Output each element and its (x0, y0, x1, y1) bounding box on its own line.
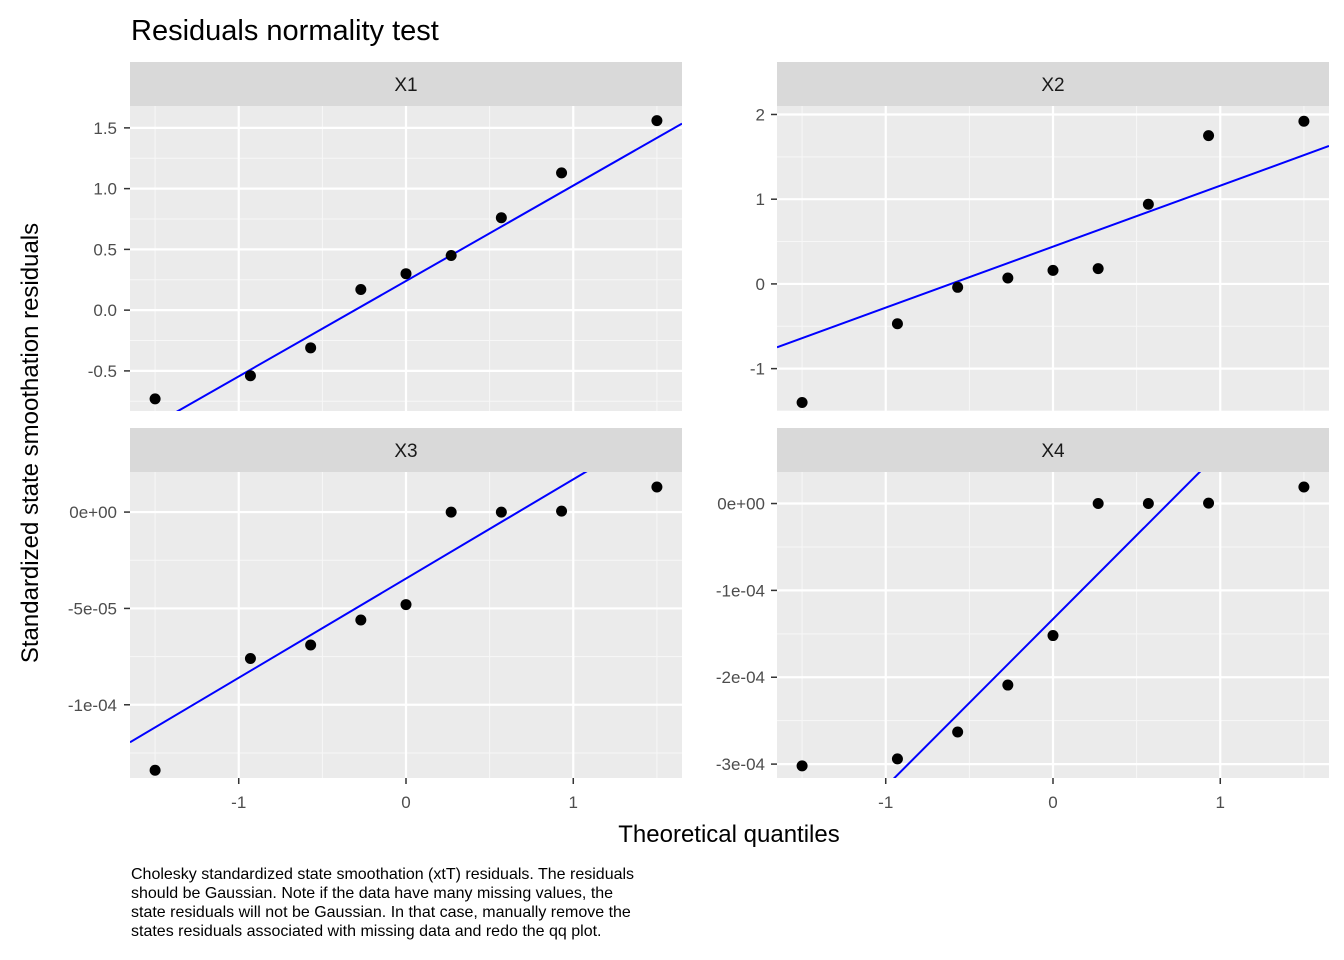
qq-point (445, 506, 457, 518)
y-tick-label: -1e-04 (716, 581, 765, 600)
qq-point (305, 639, 317, 651)
chart-title: Residuals normality test (131, 15, 439, 47)
qq-point (651, 481, 663, 493)
qq-point (1047, 264, 1059, 276)
panel-plot-area (130, 472, 682, 778)
caption-line: states residuals associated with missing… (131, 923, 602, 940)
y-tick-label: 0.0 (93, 301, 117, 320)
y-axis-label: Standardized state smoothation residuals (17, 223, 44, 663)
y-tick-label: -5e-05 (68, 599, 117, 618)
y-tick-label: -1e-04 (68, 696, 117, 715)
qq-point (244, 653, 256, 665)
facet-strip-label: X1 (394, 75, 417, 96)
facet-panel-x1: X1 -0.5 0.0 0.5 1.0 1.5 (88, 62, 682, 411)
y-tick-label: 1.5 (93, 119, 117, 138)
x-axis-label: Theoretical quantiles (618, 821, 839, 848)
y-tick-label: -1 (750, 360, 765, 379)
x-tick-label: -1 (878, 793, 893, 812)
qq-point (495, 506, 507, 518)
facet-strip (777, 428, 1329, 472)
qq-reference-line (175, 122, 682, 411)
facet-panels: X1 -0.5 0.0 0.5 1.0 1.5 X2 -1 0 1 2 X3 -1e-04 -5e-05 0… (68, 62, 1329, 812)
qq-point (891, 318, 903, 330)
qq-reference-line (777, 145, 1329, 349)
facet-panel-x2: X2 -1 0 1 2 (750, 62, 1329, 411)
y-tick-label: -3e-04 (716, 755, 765, 774)
y-tick-label: 2 (756, 105, 765, 124)
facet-strip (130, 62, 682, 106)
x-tick-label: 1 (1216, 793, 1225, 812)
qq-reference-line (130, 472, 588, 744)
chart-caption: Cholesky standardized state smoothation … (131, 866, 634, 940)
qq-point (1047, 630, 1059, 642)
caption-line: Cholesky standardized state smoothation … (131, 866, 634, 883)
x-tick-label: 0 (1048, 793, 1057, 812)
y-tick-label: -0.5 (88, 362, 117, 381)
x-tick-label: -1 (231, 793, 246, 812)
qq-point (149, 393, 161, 405)
qq-point (400, 599, 412, 611)
qq-point (1203, 497, 1215, 509)
qq-point (1002, 272, 1014, 284)
qq-point (1002, 679, 1014, 691)
qq-point (1092, 263, 1104, 275)
facet-panel-x4: X4 -3e-04 -2e-04 -1e-04 0e+00 -1 0 1 (716, 428, 1329, 812)
qq-point (556, 505, 568, 517)
x-tick-label: 0 (401, 793, 410, 812)
qq-reference-line (892, 472, 1202, 778)
y-tick-label: 0 (756, 275, 765, 294)
qq-point (495, 212, 507, 224)
qq-point (1092, 498, 1104, 510)
qq-point (355, 283, 367, 295)
qq-point (556, 167, 568, 179)
qq-point (796, 760, 808, 772)
caption-line: state residuals will not be Gaussian. In… (131, 904, 631, 921)
qq-point (1298, 115, 1310, 127)
facet-strip-label: X4 (1041, 441, 1065, 462)
qq-point (1203, 130, 1215, 142)
qq-point (1298, 481, 1310, 493)
facet-strip (130, 428, 682, 472)
qq-point (244, 370, 256, 382)
facet-panel-x3: X3 -1e-04 -5e-05 0e+00 -1 0 1 (68, 428, 682, 812)
qq-point (952, 726, 964, 738)
qq-point (1142, 498, 1154, 510)
qq-point (952, 281, 964, 293)
panel-plot-area (777, 106, 1329, 411)
y-tick-label: -2e-04 (716, 668, 765, 687)
qq-point (355, 614, 367, 626)
qq-point (651, 115, 663, 127)
qq-point (796, 397, 808, 409)
y-tick-label: 1.0 (93, 180, 117, 199)
panel-plot-area (777, 472, 1329, 778)
facet-strip-label: X3 (394, 441, 417, 462)
qq-point (891, 753, 903, 765)
panel-plot-area (130, 106, 682, 411)
y-tick-label: 0.5 (93, 240, 117, 259)
y-tick-label: 0e+00 (717, 495, 765, 514)
x-tick-label: 1 (569, 793, 578, 812)
caption-line: should be Gaussian. Note if the data hav… (131, 885, 613, 902)
qq-point (305, 342, 317, 354)
qq-point (149, 764, 161, 776)
qq-point (400, 268, 412, 280)
y-tick-label: 1 (756, 190, 765, 209)
y-tick-label: 0e+00 (69, 503, 117, 522)
qq-point (445, 249, 457, 261)
facet-strip-label: X2 (1041, 75, 1064, 96)
qq-point (1142, 198, 1154, 210)
facet-strip (777, 62, 1329, 106)
